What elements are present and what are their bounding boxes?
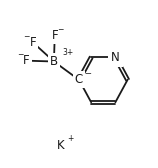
- Text: −: −: [58, 25, 64, 34]
- Text: −: −: [23, 32, 30, 41]
- Text: K: K: [56, 139, 64, 152]
- Text: −: −: [17, 50, 23, 59]
- Text: B: B: [50, 55, 58, 68]
- Text: F: F: [51, 29, 58, 42]
- Text: +: +: [67, 134, 73, 143]
- Text: 3+: 3+: [62, 48, 73, 57]
- Text: C: C: [75, 73, 83, 86]
- Text: N: N: [111, 51, 120, 64]
- Text: −: −: [84, 69, 91, 78]
- Text: F: F: [23, 54, 30, 67]
- Text: F: F: [30, 36, 36, 49]
